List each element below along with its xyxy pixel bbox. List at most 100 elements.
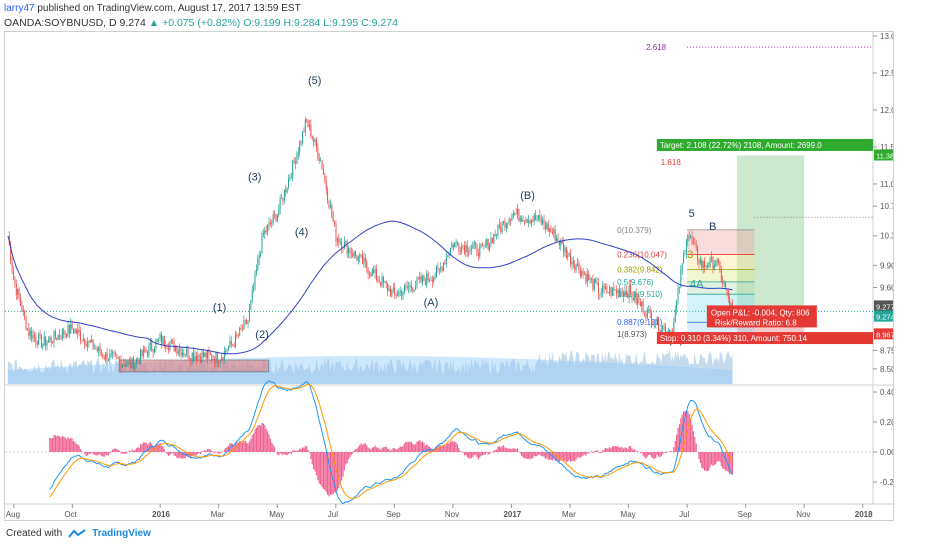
candle-body [307,120,309,127]
author-link[interactable]: larry47 [4,3,35,14]
candle-body [360,254,362,256]
candle-body [511,216,513,221]
publish-header: larry47 published on TradingView.com, Au… [4,2,301,15]
candle-body [247,320,249,324]
wave-label: (4) [295,227,308,239]
candle-body [416,277,418,286]
time-tick-label: 2018 [855,510,873,519]
candle-body [112,352,114,353]
candle-body [551,232,553,234]
candle-body [121,364,123,368]
candle-body [241,328,243,330]
candle-body [518,209,520,221]
candle-body [634,292,636,301]
candle-body [350,252,352,254]
symbol-name[interactable]: OANDA:SOYBNUSD, D [4,17,117,29]
candle-body [729,298,731,306]
candle-body [610,287,612,296]
candle-body [170,340,172,344]
candle-body [74,329,76,333]
candle-body [611,287,613,296]
candle-body [219,360,221,364]
candle-body [380,282,382,286]
time-tick-label: Nov [445,510,459,519]
candle-body [174,347,176,352]
candle-body [663,326,665,327]
candle-body [614,290,616,291]
candle-body [138,359,140,364]
candle-body [262,232,264,234]
candle-body [237,335,239,337]
candle-body [345,241,347,242]
candle-body [352,253,354,257]
candle-body [88,340,90,343]
candle-body [225,350,227,352]
candle-body [639,301,641,307]
candle-body [141,350,143,356]
candle-body [93,348,95,350]
candle-body [657,317,659,332]
price-change: +0.075 (+0.82%) [162,17,241,29]
time-tick-label: Jul [679,510,689,519]
candle-body [299,141,301,153]
candle-body [403,285,405,293]
candle-body [113,352,115,354]
candle-body [54,331,56,338]
price-tick-label: 12.000 [880,106,893,115]
candle-body [452,244,454,248]
candle-body [592,278,594,290]
candle-body [583,273,585,275]
candle-body [378,280,380,283]
candle-body [486,239,488,246]
candle-body [290,177,292,178]
candle-body [117,356,119,359]
candle-body [297,152,299,155]
candle-body [87,342,89,347]
candle-body [96,349,98,352]
candle-body [522,221,524,222]
candle-body [451,244,453,248]
time-tick-label: Mar [211,510,225,519]
candle-body [193,352,195,361]
candle-body [19,297,21,306]
candle-body [332,216,334,222]
candle-body [554,229,556,241]
candle-body [158,338,160,340]
candle-body [564,247,566,253]
price-chart[interactable]: 13.000 12.500 12.000 11.500 11.000 10.700 10.3… [5,32,893,520]
candle-body [308,124,310,127]
time-tick-label: 2017 [503,510,521,519]
candle-body [183,352,185,355]
candle-body [437,267,439,269]
candle-body [427,273,429,280]
candle-body [329,205,331,208]
candle-body [637,298,639,304]
tradingview-brand[interactable]: TradingView [92,528,151,539]
price-tick-label: 13.000 [880,32,893,41]
risk-reward-label: Risk/Reward Ratio: 6.8 [715,318,797,327]
candle-body [699,259,701,264]
candle-body [510,218,512,221]
candle-body [662,326,664,330]
candle-body [137,359,139,360]
candle-body [119,358,121,361]
candle-body [496,235,498,236]
candle-body [56,337,58,340]
candle-body [415,285,417,290]
wave-label: (5) [308,75,321,87]
candle-body [200,356,202,363]
candle-body [165,345,167,349]
candle-body [116,354,118,357]
candle-body [190,358,192,361]
candle-body [546,223,548,229]
time-tick-label: Sep [386,510,401,519]
candle-body [133,357,135,370]
candle-body [222,357,224,360]
candle-body [313,139,315,143]
price-axis-badge [874,149,893,161]
candle-body [408,287,410,289]
chart-panel[interactable]: 13.000 12.500 12.000 11.500 11.000 10.700 10.3… [4,31,894,521]
candle-body [391,289,393,296]
candle-body [644,313,646,315]
candle-body [436,267,438,277]
